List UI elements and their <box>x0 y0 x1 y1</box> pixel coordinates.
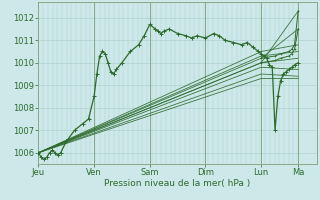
X-axis label: Pression niveau de la mer( hPa ): Pression niveau de la mer( hPa ) <box>104 179 251 188</box>
